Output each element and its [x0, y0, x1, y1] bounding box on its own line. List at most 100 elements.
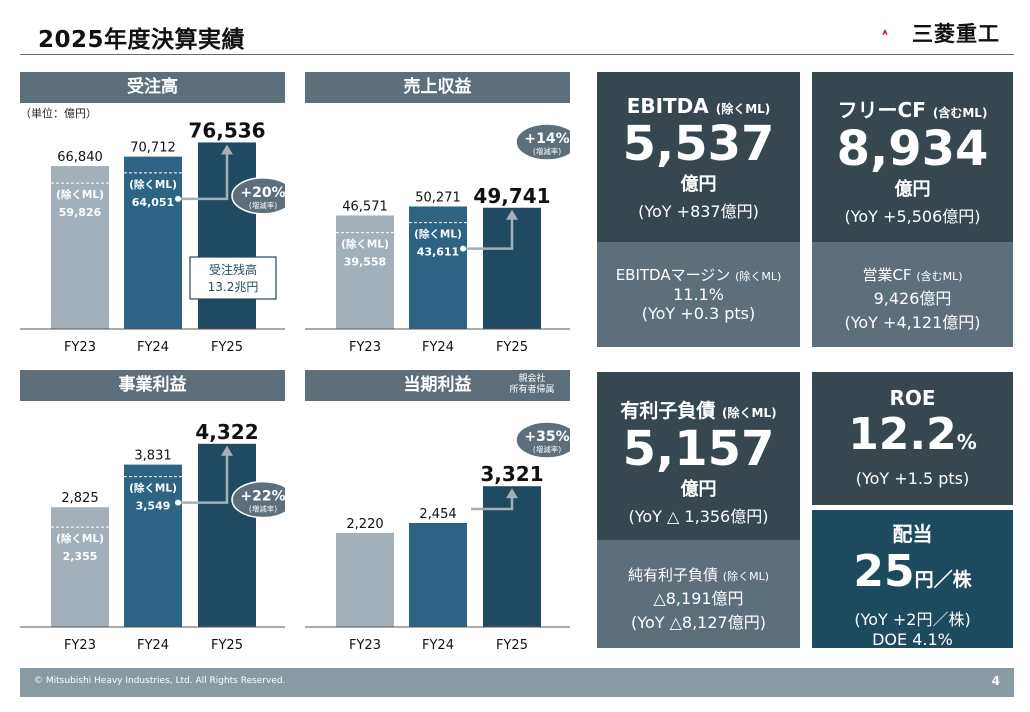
- bar-fy24: [124, 464, 182, 627]
- growth-bubble: [515, 421, 570, 459]
- bar-value-label: 2,825: [61, 491, 98, 506]
- x-tick-label: FY25: [496, 638, 528, 650]
- kpi-yoy: (YoY +4,121億円): [844, 313, 981, 332]
- kpi-title: EBITDA (除くML): [626, 94, 771, 118]
- bar-value-label: 3,831: [134, 449, 171, 464]
- chart-title: 事業利益: [20, 370, 285, 401]
- kpi-yoy: (YoY △8,127億円): [631, 613, 766, 632]
- backlog-label: 受注残高: [209, 262, 257, 277]
- chart-panel-net-income: 当期利益 親会社 所有者帰属 2,220 FY23 2,454 FY24 3,321 FY…: [305, 370, 570, 650]
- x-tick-label: FY23: [64, 340, 96, 352]
- bar-fy24: [409, 522, 467, 627]
- three-diamonds-logo-icon: [882, 29, 888, 35]
- growth-rate-caption: (増減率): [533, 444, 561, 454]
- kpi-value: 5,157: [622, 421, 775, 477]
- bar-chart: 66,840 FY23 (除くML) 59,826 70,712 FY24 (除くML) 64…: [20, 118, 285, 352]
- x-tick-label: FY24: [422, 340, 454, 352]
- owner-note-line: 親会社: [518, 374, 546, 384]
- copyright: © Mitsubishi Heavy Industries, Ltd. All …: [34, 676, 286, 686]
- x-tick-label: FY25: [211, 638, 243, 650]
- chart-panel-orders: 受注高 （単位：億円） 66,840 FY23 (除くML) 59,826 70,712…: [20, 72, 285, 352]
- bar-value-label: 76,536: [188, 118, 265, 142]
- owner-note-line: 所有者帰属: [509, 385, 555, 395]
- bar-value-label: 2,454: [419, 507, 456, 522]
- excl-ml-value: 64,051: [132, 196, 174, 209]
- kpi-yoy: (YoY +0.3 pts): [641, 304, 756, 323]
- kpi-title: ROE: [889, 386, 936, 410]
- bar-chart: 46,571 FY23 (除くML) 39,558 50,271 FY24 (除くML) 43…: [305, 123, 570, 352]
- bar-fy23: [51, 166, 109, 329]
- bar-fy24: [124, 156, 182, 329]
- kpi-value: 12.2: [848, 409, 957, 460]
- kpi-value: 8,934: [836, 121, 989, 177]
- kpi-unit: %: [956, 430, 977, 454]
- kpi-unit: 億円: [894, 179, 931, 200]
- kpi-value: 9,426億円: [873, 289, 952, 308]
- bar-value-label: 66,840: [57, 150, 103, 165]
- growth-bubble: [231, 177, 285, 215]
- footer-bar: © Mitsubishi Heavy Industries, Ltd. All …: [20, 668, 1014, 697]
- kpi-value: △8,191億円: [653, 589, 744, 608]
- bar-chart: 2,825 FY23 (除くML) 2,355 3,831 FY24 (除くML) 3,549…: [20, 420, 285, 650]
- growth-arrow-head: [221, 144, 233, 155]
- bar-value-label: 46,571: [342, 199, 388, 214]
- kpi-roe: ROE 12.2% (YoY +1.5 pts): [812, 372, 1013, 505]
- excl-ml-value: 43,611: [417, 246, 459, 259]
- growth-rate-caption: (増減率): [249, 504, 277, 514]
- page-number: 4: [991, 674, 1000, 688]
- bar-fy23: [51, 507, 109, 627]
- kpi-yoy: (YoY +837億円): [638, 202, 759, 221]
- kpi-value-row: 25円／株: [812, 547, 1013, 606]
- kpi-unit: 億円: [680, 479, 717, 500]
- company-logo-text: 三菱重工: [912, 22, 1000, 46]
- bar-chart: 2,220 FY23 2,454 FY24 3,321 FY25 +35%(増減率): [305, 421, 570, 650]
- kpi-doe: DOE 4.1%: [872, 630, 953, 649]
- x-tick-label: FY24: [137, 340, 169, 352]
- kpi-interest-bearing-debt: 有利子負債 (除くML) 5,157 億円 (YoY △ 1,356億円): [597, 372, 800, 540]
- bar-value-label: 3,321: [480, 462, 543, 486]
- kpi-free-cf: フリーCF (含むML) 8,934 億円 (YoY +5,506億円): [812, 72, 1013, 242]
- kpi-title: 有利子負債 (除くML): [620, 400, 777, 422]
- kpi-value: 25: [853, 546, 915, 597]
- chart-panel-business-profit: 事業利益 2,825 FY23 (除くML) 2,355 3,831 FY24 (除くML)…: [20, 370, 285, 650]
- bar-value-label: 2,220: [346, 517, 383, 532]
- title-divider: [20, 54, 1014, 55]
- excl-ml-label: (除くML): [56, 188, 104, 201]
- excl-ml-value: 3,549: [136, 500, 171, 513]
- x-tick-label: FY25: [496, 340, 528, 352]
- chart-title: 当期利益: [305, 370, 570, 401]
- x-tick-label: FY25: [211, 340, 243, 352]
- kpi-net-debt: 純有利子負債 (除くML) △8,191億円 (YoY △8,127億円): [597, 540, 800, 648]
- bar-fy23: [336, 215, 394, 329]
- growth-bubble: [515, 123, 570, 161]
- arrow-start-dot: [175, 195, 181, 202]
- kpi-operating-cf: 営業CF (含むML) 9,426億円 (YoY +4,121億円): [812, 242, 1013, 347]
- growth-bubble: [231, 480, 285, 519]
- excl-ml-value: 39,558: [344, 256, 386, 269]
- growth-rate-caption: (増減率): [533, 146, 561, 156]
- kpi-yoy: (YoY +1.5 pts): [855, 469, 970, 488]
- kpi-dividend: 配当 25円／株 (YoY +2円／株) DOE 4.1%: [812, 510, 1013, 649]
- growth-rate-caption: (増減率): [249, 200, 277, 210]
- kpi-title-sub: (除くML): [715, 102, 771, 116]
- excl-ml-label: (除くML): [341, 238, 389, 251]
- kpi-value: 11.1%: [673, 285, 724, 304]
- kpi-title: 配当: [892, 522, 933, 546]
- growth-arrow: [178, 148, 229, 201]
- growth-arrow-head: [506, 488, 518, 499]
- owner-note: 親会社 所有者帰属: [497, 374, 567, 396]
- bar-value-label: 70,712: [130, 141, 176, 156]
- kpi-yoy: (YoY +5,506億円): [844, 207, 981, 226]
- kpi-unit: 億円: [680, 174, 717, 195]
- unit-note: （単位：億円）: [20, 107, 97, 120]
- kpi-yoy: (YoY △ 1,356億円): [628, 507, 769, 526]
- bar-value-label: 49,741: [473, 184, 550, 208]
- growth-arrow-head: [221, 445, 233, 456]
- growth-rate: +22%: [240, 489, 285, 505]
- growth-rate: +14%: [524, 131, 569, 147]
- bar-value-label: 4,322: [195, 420, 258, 444]
- backlog-value: 13.2兆円: [208, 280, 259, 294]
- growth-arrow-head: [506, 209, 518, 220]
- excl-ml-value: 59,826: [59, 206, 102, 219]
- growth-arrow: [463, 213, 514, 250]
